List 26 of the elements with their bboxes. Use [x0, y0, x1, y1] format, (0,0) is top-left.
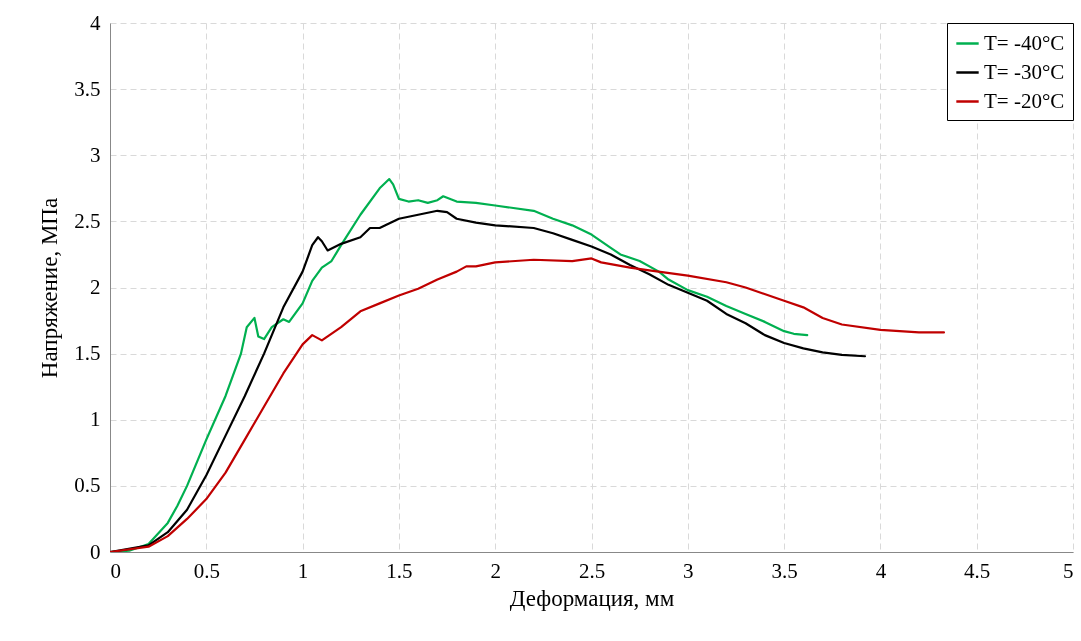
x-tick-label: 3.5 [771, 558, 798, 583]
x-axis-title: Деформация, мм [509, 585, 675, 611]
x-tick-label: 4.5 [964, 558, 991, 583]
y-tick-label: 1.5 [74, 341, 101, 366]
y-tick-label: 0.5 [74, 473, 101, 498]
y-tick-label: 0 [90, 539, 101, 564]
legend-label: T= -40°C [984, 30, 1065, 55]
x-tick-label: 5 [1063, 558, 1074, 583]
legend-label: T= -30°C [984, 59, 1065, 84]
x-tick-label: 2.5 [578, 558, 606, 583]
y-axis-title: Напряжение, МПа [37, 197, 63, 379]
legend-label: T= -20°C [984, 88, 1065, 113]
x-tick-label: 2 [490, 558, 501, 583]
x-tick-label: 1 [297, 558, 309, 583]
x-tick-label: 0.5 [193, 558, 220, 583]
y-tick-label: 4 [90, 10, 101, 35]
y-tick-label: 2 [90, 275, 101, 299]
y-tick-label: 2.5 [74, 208, 101, 233]
x-tick-label: 0 [110, 558, 121, 583]
y-tick-label: 3.5 [74, 76, 101, 101]
y-tick-label: 1 [90, 407, 101, 432]
x-tick-label: 1.5 [386, 558, 413, 583]
x-tick-label: 4 [875, 558, 887, 583]
x-tick-label: 3 [683, 558, 694, 583]
y-tick-label: 3 [90, 142, 101, 167]
line-series [110, 257, 946, 552]
